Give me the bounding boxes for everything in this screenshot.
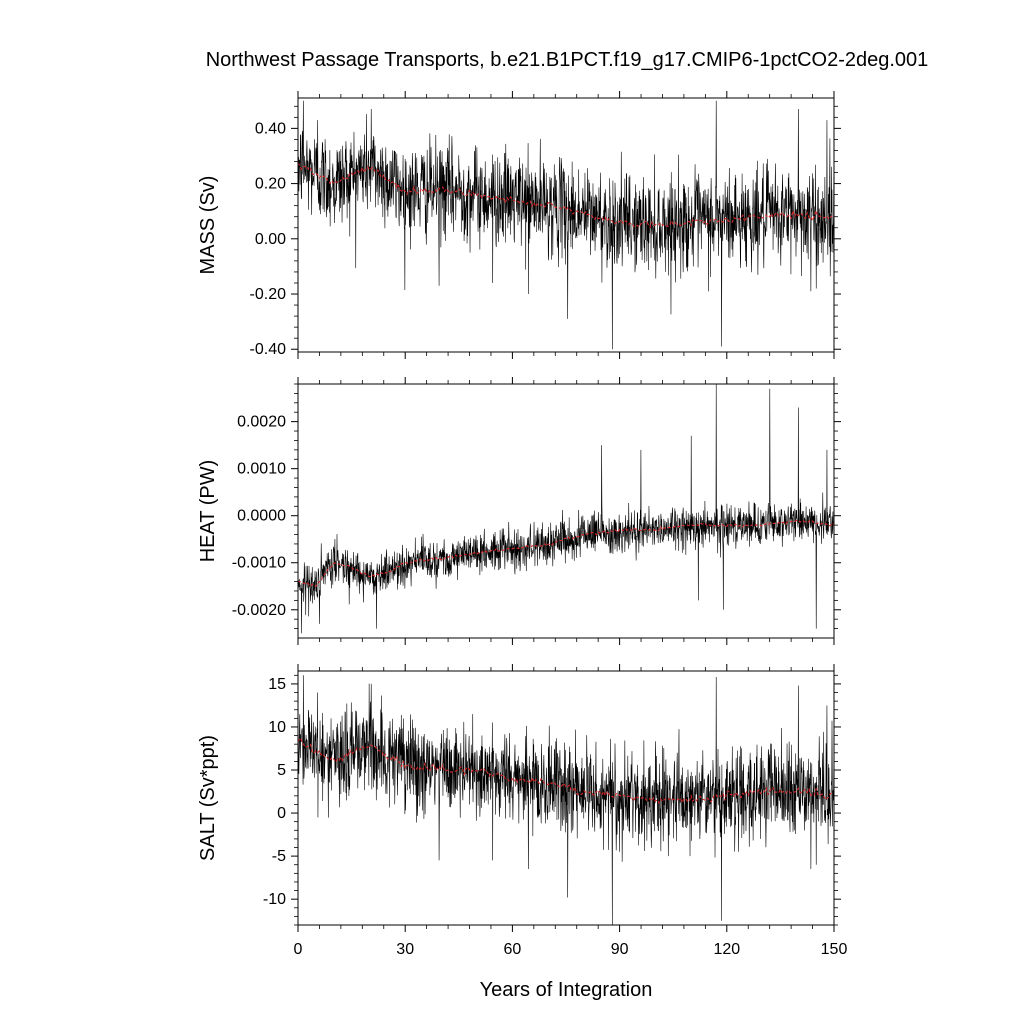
y-tick-label: 5 <box>277 762 286 779</box>
panel-frame <box>297 383 835 639</box>
x-tick-label: 120 <box>713 941 740 958</box>
y-tick-label: -0.0010 <box>232 555 286 572</box>
y-tick-label: -0.20 <box>250 286 287 303</box>
y-tick-label: 0.0020 <box>237 414 286 431</box>
chart-title: Northwest Passage Transports, b.e21.B1PC… <box>206 49 929 71</box>
y-tick-label: 0 <box>277 805 286 822</box>
series-raw-line <box>298 675 834 925</box>
y-tick-label: 10 <box>268 719 286 736</box>
x-tick-label: 30 <box>396 941 414 958</box>
panel-heat: -0.0020 -0.0010 0.0000 0.0010 0.0020 HEAT (PW… <box>197 377 841 645</box>
y-tick-label: -0.40 <box>250 341 287 358</box>
y-tick-label: -10 <box>263 891 286 908</box>
series-smoothed-line <box>298 737 834 804</box>
series-smoothed-line <box>298 519 834 588</box>
y-tick-label: 0.0000 <box>237 508 286 525</box>
y-tick-label: 0.40 <box>255 120 286 137</box>
y-tick-label: 0.20 <box>255 176 286 193</box>
x-tick-label: 0 <box>294 941 303 958</box>
series-raw-line <box>298 99 834 350</box>
x-tick-label: 90 <box>611 941 629 958</box>
y-tick-label: 15 <box>268 676 286 693</box>
y-tick-label: 0.00 <box>255 231 286 248</box>
panel-mass: -0.40 -0.20 0.00 0.20 0.40 MASS (Sv) <box>197 91 841 359</box>
y-axis-label: MASS (Sv) <box>197 176 219 275</box>
panel-frame <box>297 670 835 926</box>
series-raw-line <box>298 384 834 634</box>
y-axis-label: SALT (Sv*ppt) <box>197 735 219 861</box>
y-axis-label: HEAT (PW) <box>197 460 219 563</box>
y-tick-label: -0.0020 <box>232 602 286 619</box>
x-tick-label: 150 <box>821 941 848 958</box>
y-tick-label: 0.0010 <box>237 461 286 478</box>
panel-frame <box>297 97 835 353</box>
y-tick-label: -5 <box>272 848 286 865</box>
x-tick-label: 60 <box>504 941 522 958</box>
x-axis-label: Years of Integration <box>480 979 653 1001</box>
